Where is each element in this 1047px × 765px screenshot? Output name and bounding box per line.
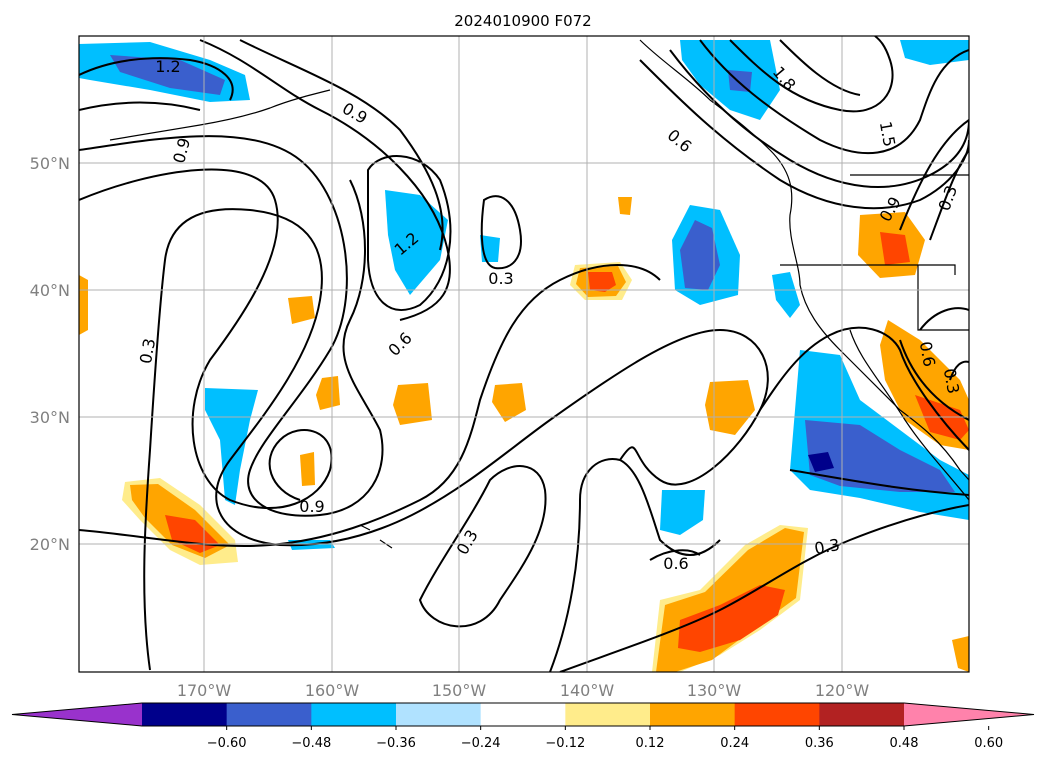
colorbar-tick-label: −0.36 xyxy=(376,736,416,751)
contour-label: 0.3 xyxy=(136,337,159,365)
colorbar-segment xyxy=(142,703,228,726)
colorbar-segment xyxy=(311,703,397,726)
contour-label: 0.6 xyxy=(663,554,688,573)
colorbar-segment xyxy=(396,703,482,726)
coastlines xyxy=(109,39,969,549)
colorbar-segment xyxy=(565,703,651,726)
colorbar-segment xyxy=(226,703,312,726)
lon-label: 140°W xyxy=(560,681,615,700)
colorbar: −0.60 −0.48 −0.36 −0.24 −0.12 0.12 0.24 0.36 0.4… xyxy=(11,702,1035,751)
lon-label: 150°W xyxy=(432,681,487,700)
map-panel: 1.2 0.9 0.9 1.2 0.3 0.6 0.3 0.9 0.3 0.6 … xyxy=(30,35,970,700)
colorbar-tick-label: −0.24 xyxy=(461,736,501,751)
colorbar-segment xyxy=(650,703,736,726)
figure-title: 2024010900 F072 xyxy=(454,12,591,30)
gridlines xyxy=(79,36,969,672)
colorbar-tick-label: 0.24 xyxy=(720,736,749,751)
contour-label: 1.5 xyxy=(876,120,899,148)
latitude-labels: 50°N 40°N 30°N 20°N xyxy=(30,154,70,554)
contour-label: 0.3 xyxy=(488,269,513,288)
colorbar-extend-high xyxy=(904,703,1034,726)
colorbar-tick-label: −0.12 xyxy=(545,736,585,751)
lon-label: 120°W xyxy=(815,681,870,700)
contour-label: 0.9 xyxy=(299,497,324,516)
lon-label: 170°W xyxy=(177,681,232,700)
colorbar-segment xyxy=(480,703,566,726)
lat-label: 40°N xyxy=(30,281,70,300)
lat-label: 50°N xyxy=(30,154,70,173)
contour-label: 0.6 xyxy=(916,340,939,368)
colorbar-tick-label: 0.12 xyxy=(636,736,665,751)
lon-label: 160°W xyxy=(305,681,360,700)
contour-label: 0.3 xyxy=(940,367,963,395)
map-background xyxy=(79,36,969,672)
lon-label: 130°W xyxy=(687,681,742,700)
contour-label: 0.3 xyxy=(813,535,841,558)
colorbar-tick-label: 0.48 xyxy=(890,736,919,751)
lat-label: 30°N xyxy=(30,408,70,427)
lat-label: 20°N xyxy=(30,535,70,554)
contour-lines xyxy=(79,36,969,672)
map-border xyxy=(78,35,970,673)
colorbar-segment xyxy=(734,703,820,726)
contour-label: 1.2 xyxy=(155,57,180,76)
colorbar-tick-label: 0.60 xyxy=(974,736,1003,751)
colorbar-tick-label: −0.60 xyxy=(207,736,247,751)
colorbar-tick-label: 0.36 xyxy=(805,736,834,751)
colorbar-tick-label: −0.48 xyxy=(291,736,331,751)
longitude-labels: 170°W 160°W 150°W 140°W 130°W 120°W xyxy=(177,681,870,700)
colorbar-segment xyxy=(819,703,905,726)
colorbar-outline xyxy=(11,702,1035,727)
colorbar-extend-low xyxy=(12,703,142,726)
